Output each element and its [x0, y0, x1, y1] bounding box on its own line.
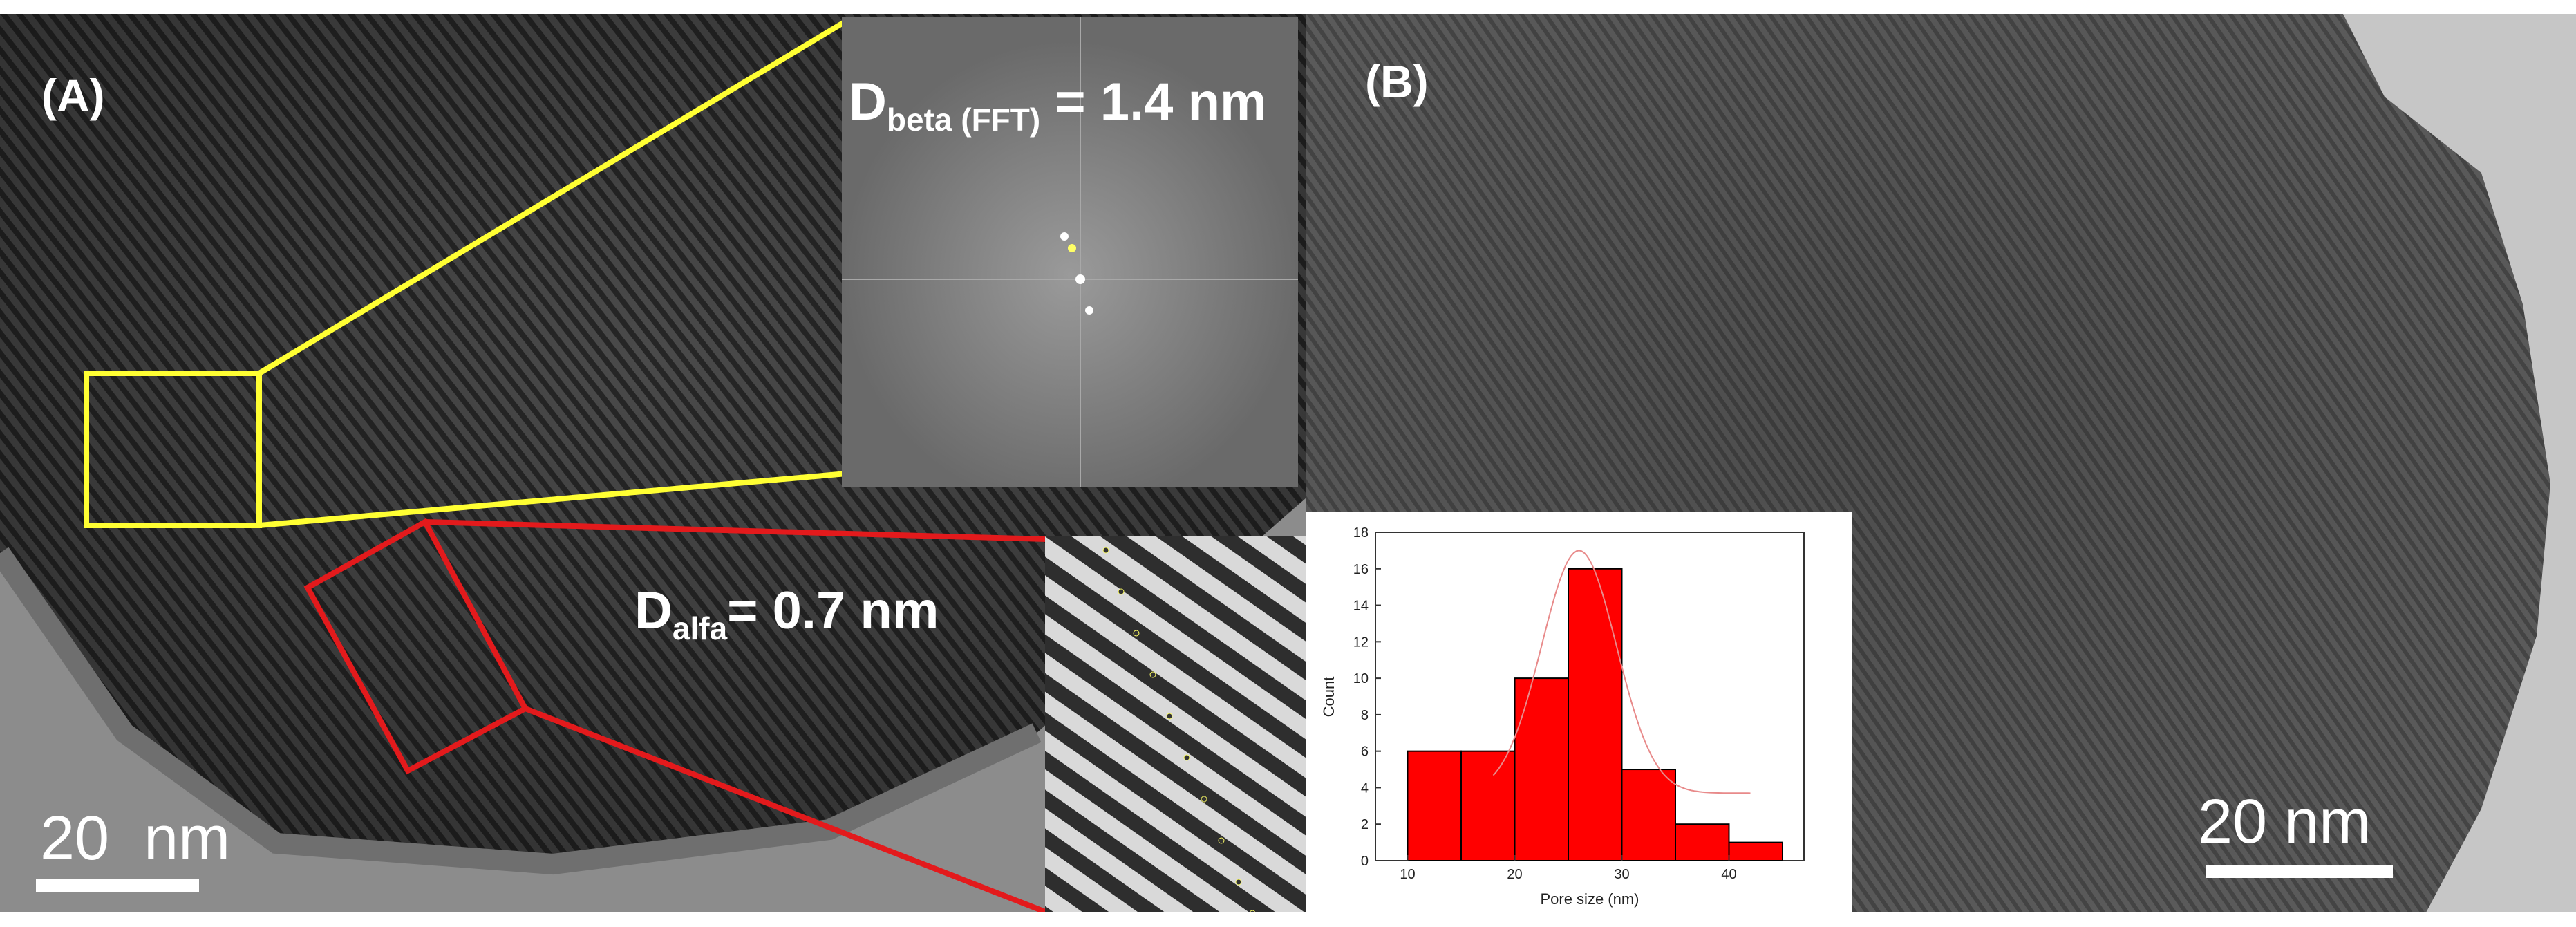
yellow-selection-box — [84, 371, 262, 528]
y-tick-label: 2 — [1361, 817, 1369, 832]
histogram-bar-35-40 — [1675, 823, 1730, 862]
x-tick-label: 10 — [1400, 867, 1415, 882]
fft-inset: Dbeta (FFT) = 1.4 nm — [842, 17, 1298, 487]
d-alfa-label: Dalfa= 0.7 nm — [634, 581, 939, 647]
histogram-bar-25-30 — [1568, 568, 1623, 862]
panel-b-letter: (B) — [1365, 56, 1429, 107]
histogram-bar-15-20 — [1460, 750, 1516, 861]
scale-label-a: 20 nm — [40, 804, 231, 873]
d-beta-label: Dbeta (FFT) = 1.4 nm — [849, 73, 1267, 138]
fft-pattern — [842, 17, 1298, 487]
y-tick-label: 4 — [1361, 780, 1369, 796]
yellow-callout-line-bottom — [258, 471, 847, 528]
panel-a-letter: (A) — [41, 70, 105, 121]
scale-bar-b — [2206, 865, 2393, 878]
scale-label-b: 20 nm — [2198, 787, 2371, 856]
lattice-zoom-inset — [1045, 536, 1306, 912]
red-selection-box — [303, 518, 529, 775]
lattice-zoom-image — [1045, 536, 1306, 912]
x-tick-label: 40 — [1721, 867, 1736, 882]
scale-bar-a — [36, 879, 199, 892]
y-axis-label: Count — [1320, 677, 1337, 718]
gaussian-fit-curve — [1492, 550, 1751, 794]
red-callout-line-bottom — [524, 706, 1049, 912]
y-tick-label: 12 — [1353, 635, 1369, 650]
pore-size-histogram: 10 20 30 40 0 2 4 6 8 10 12 14 16 18 Pore size (nm) … — [1306, 512, 1852, 912]
y-tick-label: 8 — [1361, 708, 1369, 723]
histogram-bar-20-25 — [1514, 677, 1569, 861]
x-axis-label: Pore size (nm) — [1540, 890, 1639, 908]
y-tick-label: 16 — [1353, 562, 1369, 577]
x-tick-label: 30 — [1614, 867, 1629, 882]
y-tick-label: 6 — [1361, 745, 1369, 760]
y-tick-label: 18 — [1353, 525, 1369, 541]
x-tick-label: 20 — [1507, 867, 1522, 882]
panel-b: (B) 10 20 30 40 0 2 4 6 8 10 12 14 16 18 Pore size (… — [1306, 14, 2576, 912]
panel-a: Dbeta (FFT) = 1.4 nm (A) Dalfa= 0.7 nm 2… — [0, 14, 1306, 912]
yellow-callout-line-top — [257, 18, 849, 376]
red-callout-line-top — [424, 519, 1048, 542]
histogram-bar-30-35 — [1621, 769, 1676, 861]
histogram-bar-10-15 — [1407, 750, 1462, 861]
annotation-overlay-a — [84, 18, 1049, 912]
y-tick-label: 14 — [1353, 599, 1369, 614]
histogram-bar-40-45 — [1728, 841, 1783, 862]
y-tick-label: 10 — [1353, 671, 1369, 686]
y-tick-label: 0 — [1361, 854, 1369, 869]
